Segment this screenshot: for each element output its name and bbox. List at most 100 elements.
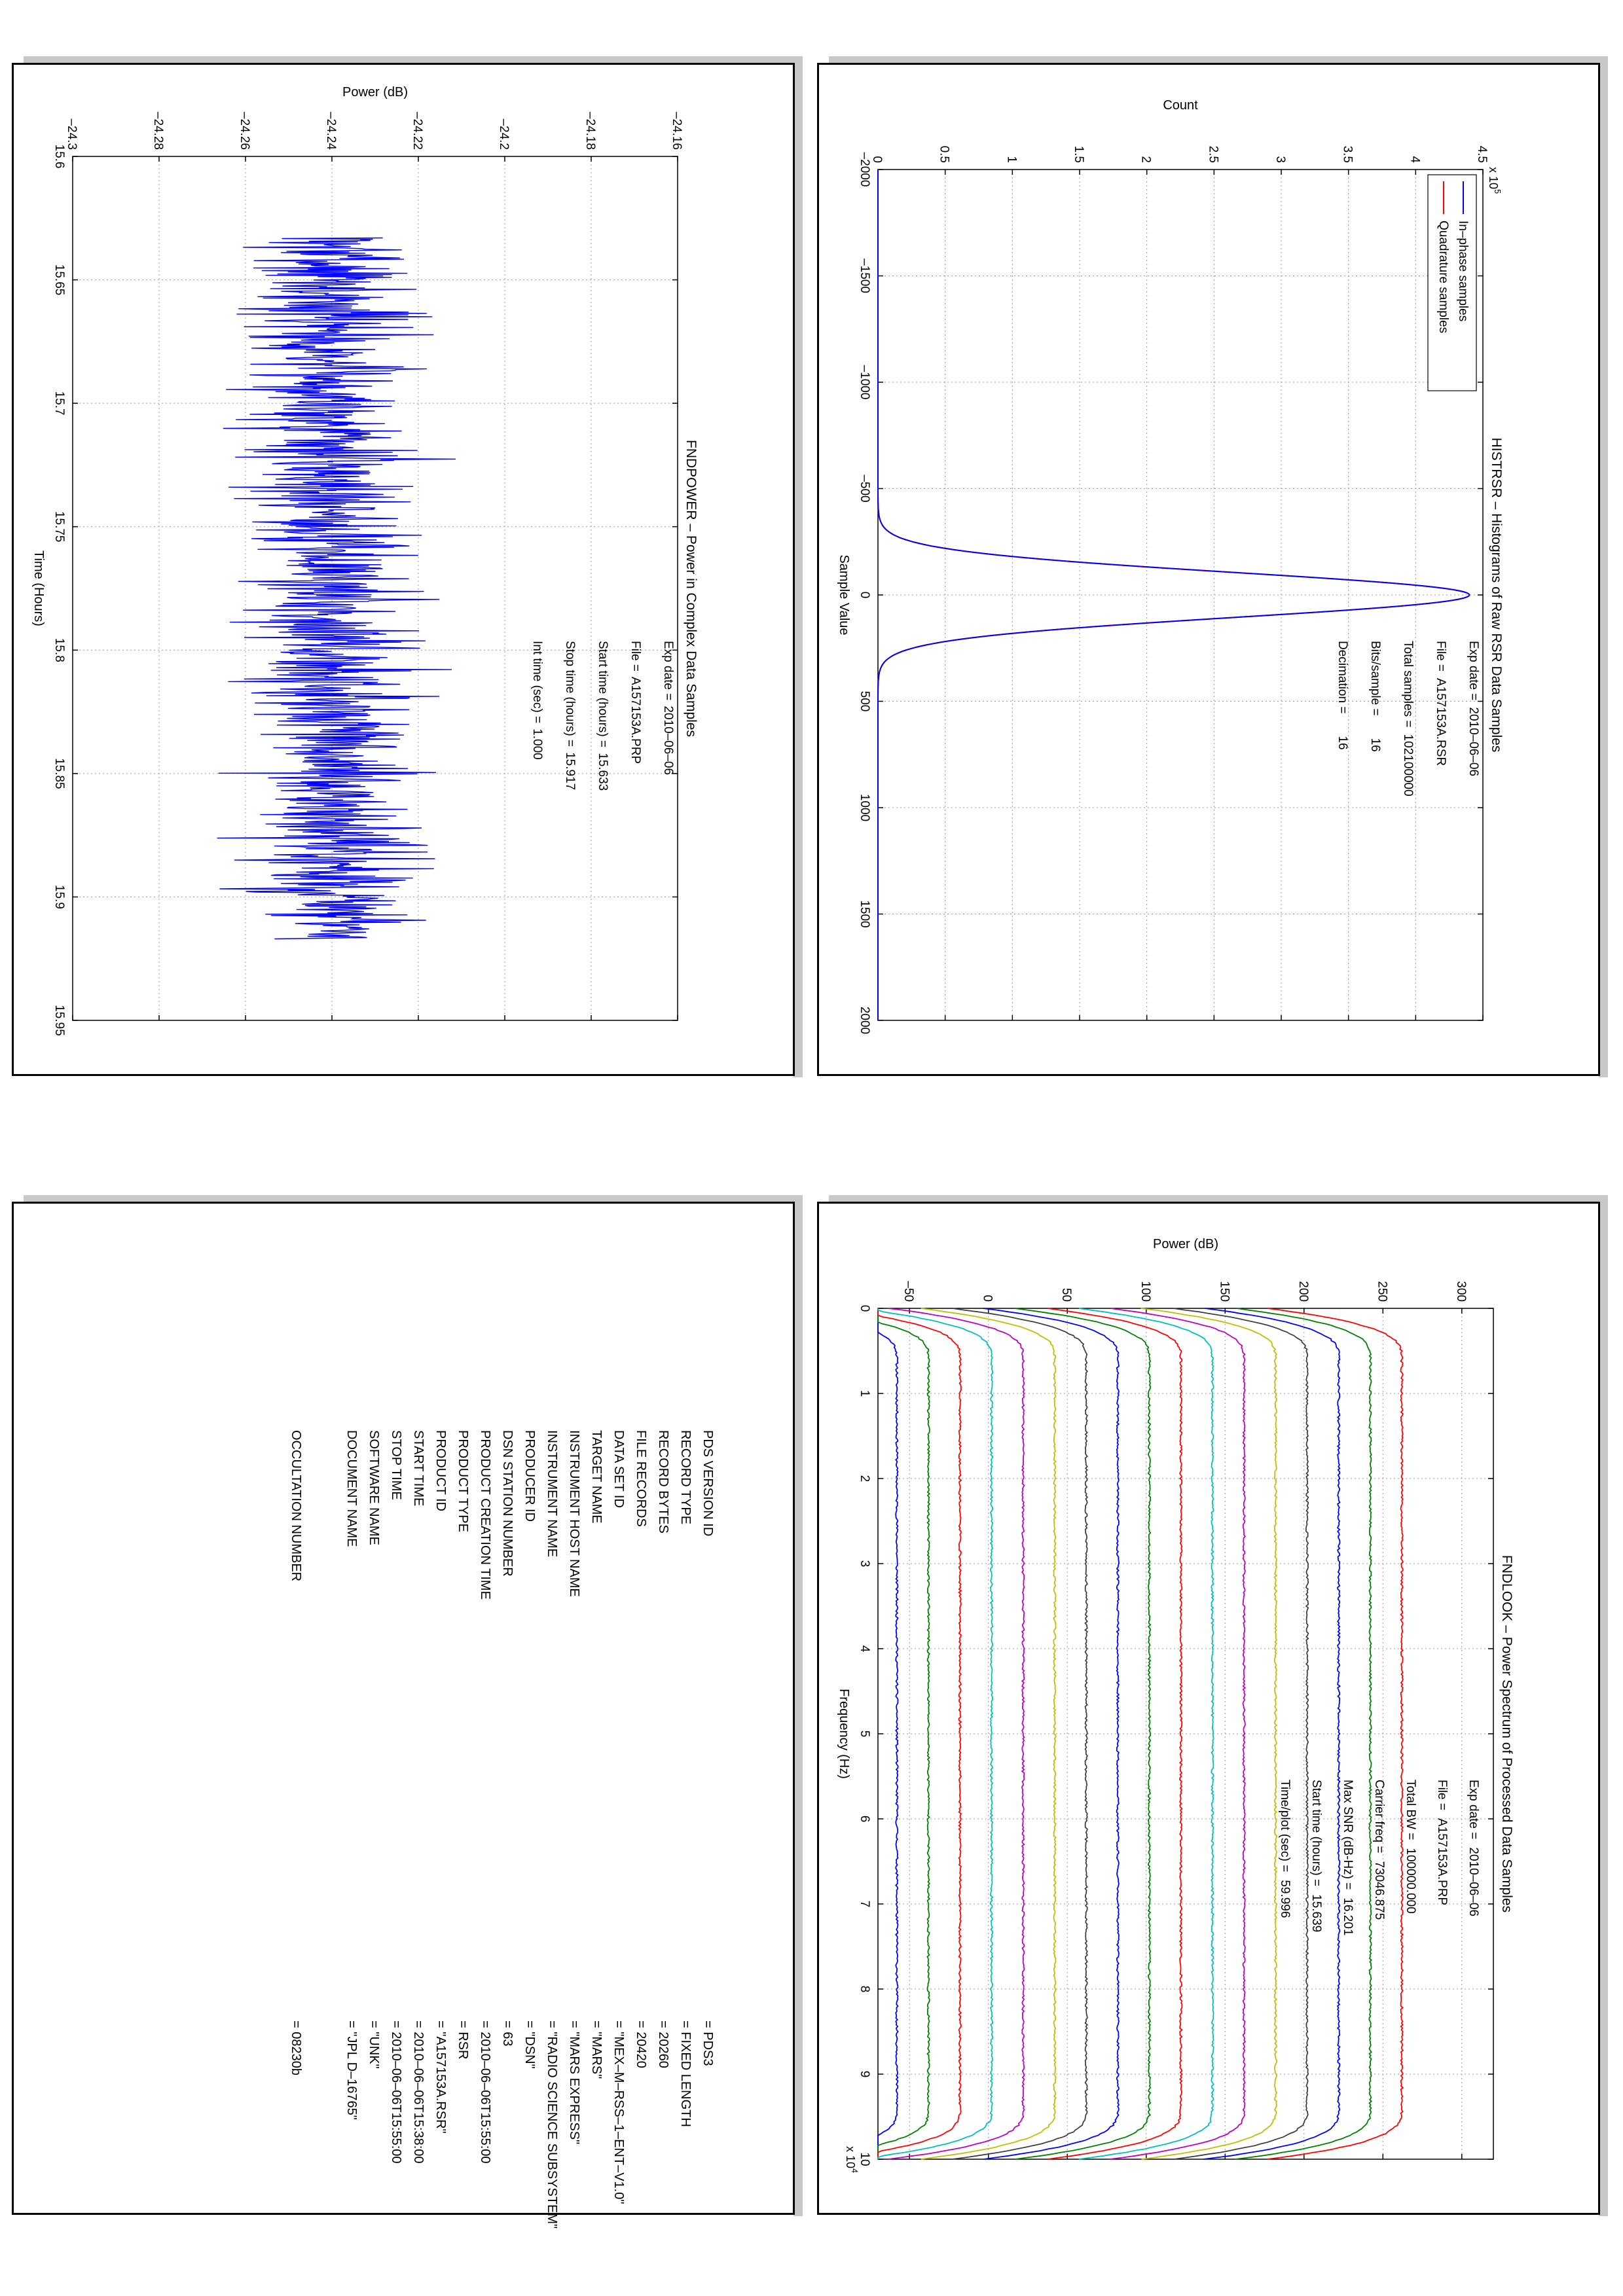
y-tick-label: –24.28 [151,112,165,150]
y-axis-label: Count [1163,98,1198,113]
info-value: 16 [1336,736,1349,749]
info-label: Time/plot (sec) = [1278,1780,1292,1872]
y-tick-label: 0.5 [938,146,951,163]
chart-title: HISTRSR – Histograms of Raw RSR Data Sam… [1489,438,1504,753]
info-value: A157153A.PRP [629,677,642,764]
histogram-panel: –2000 –1500 –1000 –500 0 500 1000 1500 2000 0 0.5 1… [817,63,1600,1076]
info-value: 2010–06–06 [661,706,675,775]
label-key: SOFTWARE NAME [367,1430,381,1545]
x-tick-label: 15.7 [52,391,66,416]
spectrum-series-line [1078,1308,1214,2160]
x-tick-label: 4 [858,1645,871,1653]
spectrum-panel: 0 1 2 3 4 5 6 7 8 9 10 –50 0 50 100 150 200 250 300 Frequen… [817,1202,1600,2215]
y-tick-label: –24.16 [670,112,684,150]
label-key: INSTRUMENT NAME [545,1430,559,1558]
info-label: Total BW = [1404,1780,1417,1840]
label-value: = 20260 [656,2020,670,2068]
label-value: = 20420 [634,2020,648,2068]
x-tick-label: –2000 [858,152,871,187]
spectrum-series-line [1235,1308,1373,2160]
y-tick-label: 4.5 [1475,146,1489,163]
label-key: PRODUCER ID [522,1430,537,1522]
info-label: File = [629,641,642,672]
y-tick-label: 150 [1217,1281,1231,1302]
info-value: 73046.875 [1372,1861,1386,1920]
x-axis-label: Sample Value [837,554,851,635]
spectrum-series-line [1267,1308,1404,2160]
label-key: DOCUMENT NAME [344,1430,359,1547]
y-tick-label: 0 [870,156,884,163]
info-label: Exp date = [661,641,675,700]
pds-label-panel: PDS VERSION ID = PDS3 RECORD TYPE = FIXED L… [12,1202,795,2229]
info-value: 59.996 [1278,1880,1292,1918]
spectrum-series-line [877,1308,962,2159]
chart-title: FNDPOWER – Power in Complex Data Samples [684,440,699,737]
plot-frame [877,1308,1494,2160]
info-value: 1.000 [530,728,544,760]
y-tick-label: 4 [1408,156,1421,163]
y-tick-label: 2 [1139,156,1153,163]
info-label: Carrier freq = [1372,1780,1386,1853]
x-tick-label: 1000 [858,794,871,821]
x-tick-label: 500 [858,691,871,712]
x-tick-label: –1000 [858,365,871,400]
x-tick-label: 15.9 [52,885,66,909]
y-tick-label: 200 [1296,1281,1310,1302]
info-label: File = [1434,641,1448,672]
y-tick-label: 3 [1273,156,1287,163]
info-label: Exp date = [1467,641,1480,700]
label-value: = "UNK" [367,2020,381,2069]
label-value: = "MARS" [589,2020,604,2079]
x-tick-label: 8 [858,1986,871,1993]
label-value: = 2010–06–06T15:55:00 [478,2020,492,2164]
info-label: Start time (hours) = [1309,1780,1323,1886]
spectrum-series-line [877,1308,899,2159]
info-value: A157153A.PRP [1435,1818,1449,1905]
x-tick-label: 15.6 [52,145,66,169]
y-tick-label: 300 [1454,1281,1468,1302]
info-value: 16.201 [1341,1897,1355,1935]
x-tick-label: 10 [858,2152,871,2166]
label-value: = RSR [456,2020,470,2060]
y-tick-label: 0 [981,1295,994,1302]
label-key: DATA SET ID [611,1430,626,1508]
histogram-series-line [877,170,1470,1020]
y-axis-label: Power (dB) [342,85,408,99]
label-value: = "MARS EXPRESS" [567,2020,581,2145]
y-tick-label: 1 [1004,156,1018,163]
info-value: 2010–06–06 [1467,1847,1480,1916]
x-tick-label: 5 [858,1731,871,1738]
spectrum-series-line [951,1308,1089,2160]
spectrum-series-line [888,1308,1025,2160]
spectrum-series-line [877,1308,994,2159]
x-tick-label: 15.8 [52,638,66,662]
x-tick-label: 0 [858,592,871,599]
x-tick-label: 15.75 [52,511,66,543]
chart-title: FNDLOOK – Power Spectrum of Processed Da… [1499,1555,1514,1912]
info-label: Exp date = [1467,1780,1480,1839]
x-tick-label: –1500 [858,259,871,293]
legend-label: In–phase samples [1456,221,1470,321]
label-value: = "JPL D–16765" [344,2020,359,2120]
y-exponent-label: x 105 [1487,167,1502,194]
x-tick-label: 15.65 [52,264,66,296]
y-tick-label: 100 [1139,1281,1152,1302]
info-value: 102100000 [1401,734,1415,797]
label-value: = 63 [500,2020,515,2047]
info-label: Int time (sec) = [530,641,544,723]
y-tick-label: 50 [1059,1288,1073,1302]
plot-frame [72,156,678,1021]
label-key: RECORD TYPE [678,1430,693,1525]
x-tick-label: 15.85 [52,758,66,789]
legend-label: Quadrature samples [1436,221,1450,333]
x-exponent-label: x 104 [844,2146,859,2173]
occultation-key: OCCULTATION NUMBER [289,1430,303,1582]
spectrum-series-line [877,1308,931,2159]
label-value: = "MEX–M–RSS–1–ENT–V1.0" [611,2020,626,2204]
x-tick-label: 2 [858,1475,871,1482]
label-value: = "DSN" [522,2020,537,2069]
x-tick-label: 6 [858,1816,871,1823]
y-tick-label: –24.18 [583,112,597,150]
label-key: PRODUCT CREATION TIME [478,1430,492,1600]
occultation-value: = 08230b [289,2020,303,2075]
